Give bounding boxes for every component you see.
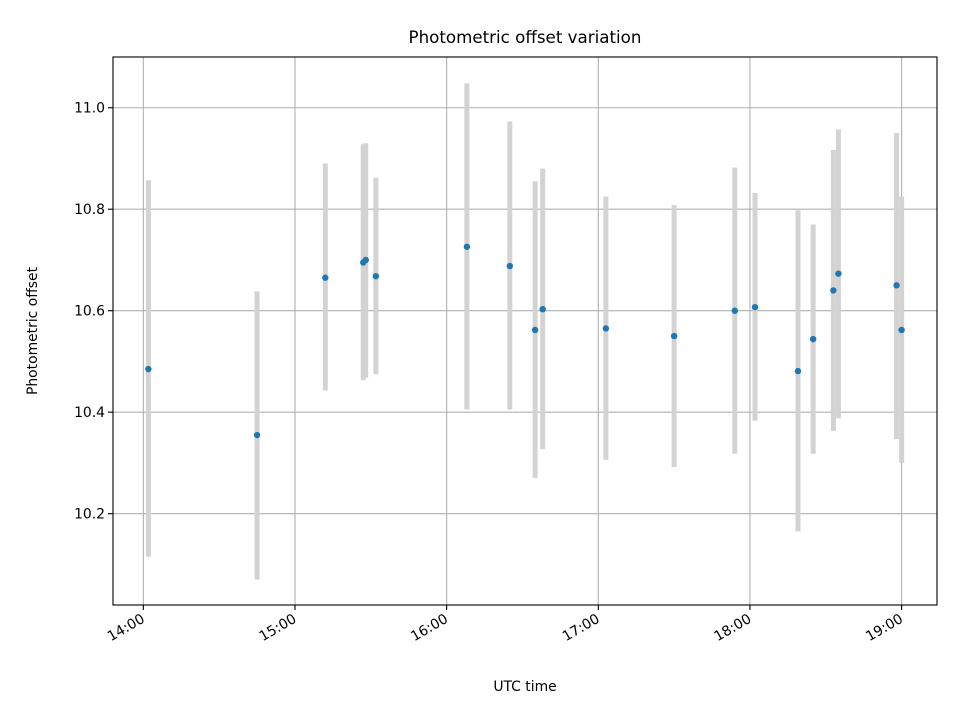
data-point bbox=[531, 326, 539, 334]
data-point bbox=[751, 303, 759, 311]
data-point bbox=[145, 365, 152, 373]
data-point bbox=[893, 282, 900, 289]
data-point bbox=[362, 256, 369, 264]
x-axis-label: UTC time bbox=[493, 679, 556, 695]
data-point bbox=[731, 307, 738, 314]
data-point bbox=[372, 273, 380, 280]
y-tick-label: 11.0 bbox=[74, 101, 105, 117]
data-point bbox=[830, 287, 837, 294]
data-point bbox=[506, 262, 514, 270]
data-point bbox=[253, 431, 261, 439]
y-axis-label: Photometric offset bbox=[25, 266, 41, 395]
y-tick-label: 10.4 bbox=[74, 405, 105, 421]
data-point bbox=[835, 270, 842, 277]
data-point bbox=[898, 326, 905, 334]
y-tick-label: 10.6 bbox=[74, 304, 105, 320]
y-axis-ticks: 10.2 10.4 10.6 10.8 11.0 bbox=[74, 101, 113, 523]
data-point bbox=[670, 332, 678, 340]
data-point bbox=[794, 367, 802, 375]
plot-frame bbox=[112, 56, 938, 606]
grid-layer bbox=[113, 57, 937, 605]
data-point bbox=[322, 274, 329, 281]
data-point bbox=[539, 305, 546, 313]
data-point bbox=[809, 335, 817, 343]
data-point bbox=[602, 325, 610, 332]
data-point bbox=[463, 243, 471, 250]
point-layer bbox=[145, 243, 905, 439]
chart-title: Photometric offset variation bbox=[409, 27, 642, 47]
y-tick-label: 10.2 bbox=[74, 507, 105, 523]
y-tick-label: 10.8 bbox=[74, 202, 105, 218]
